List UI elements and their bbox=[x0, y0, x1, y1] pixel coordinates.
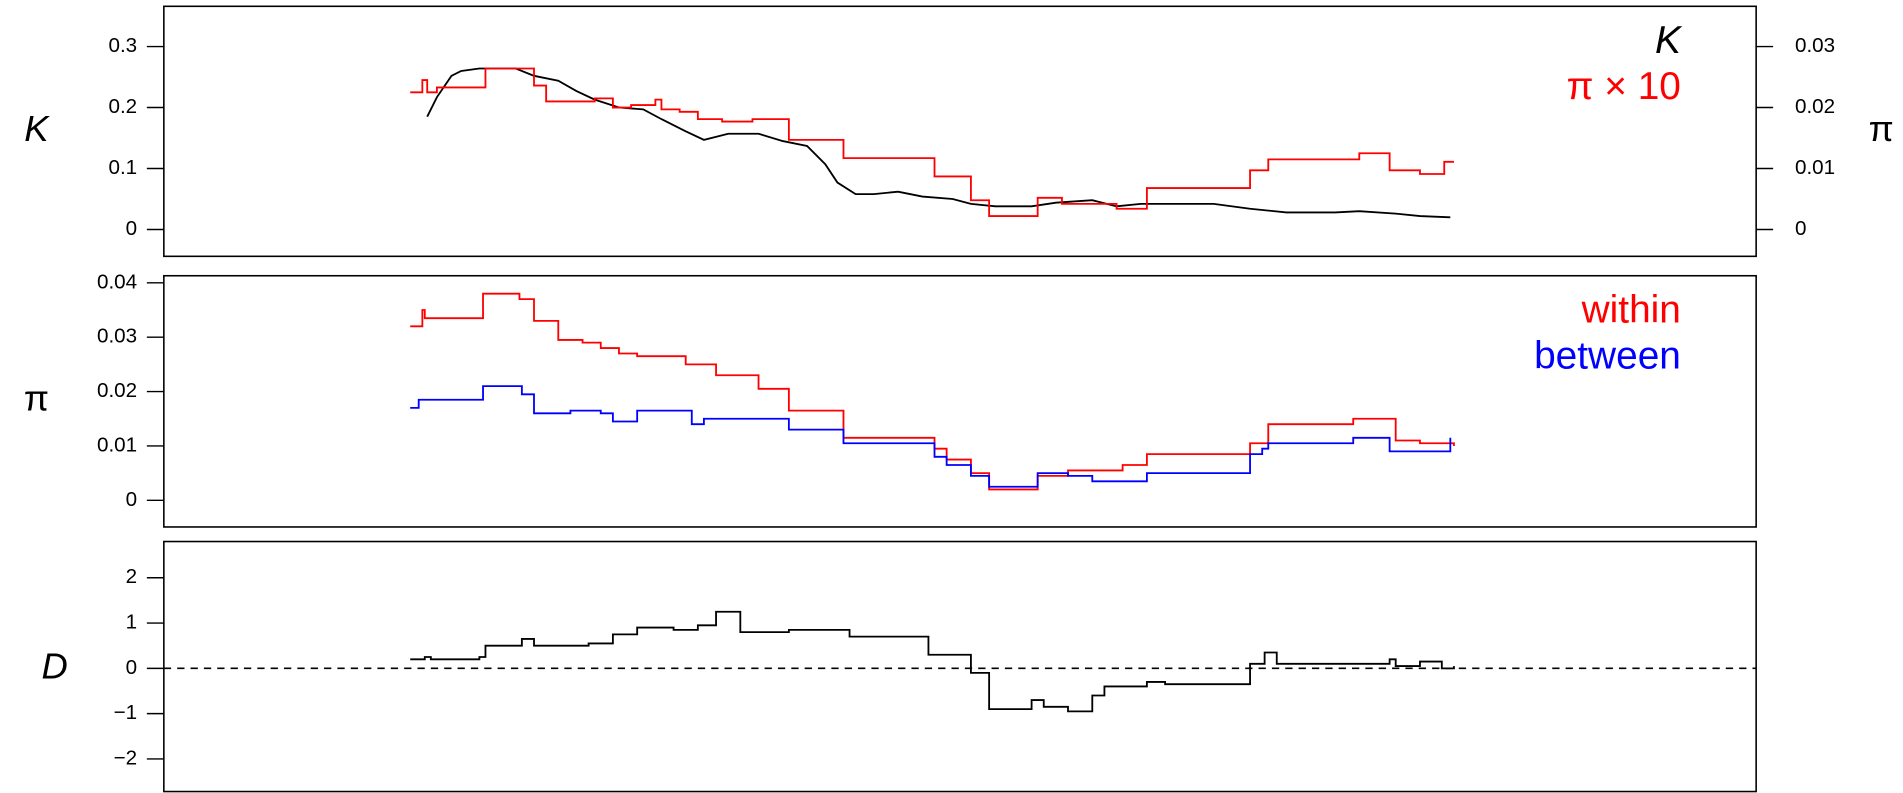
tick-label: 0.02 bbox=[97, 379, 137, 402]
tick-label: −2 bbox=[114, 746, 138, 769]
tick-label: −1 bbox=[114, 701, 138, 724]
y2-axis-label: π bbox=[1869, 108, 1894, 149]
tick-label: 0.03 bbox=[97, 325, 137, 348]
tick-label: 0.01 bbox=[1795, 156, 1835, 179]
y-axis-label: K bbox=[24, 108, 50, 149]
data-line bbox=[410, 292, 1455, 491]
y-axis-label: π bbox=[24, 377, 49, 418]
tick-label: 0.04 bbox=[97, 270, 137, 293]
tick-label: 0.2 bbox=[108, 95, 137, 118]
data-line bbox=[410, 610, 1455, 713]
tick-label: 0.1 bbox=[108, 156, 137, 179]
tick-label: 0.01 bbox=[97, 433, 137, 456]
tick-label: 0 bbox=[126, 656, 137, 679]
tick-label: 0 bbox=[126, 217, 137, 240]
legend-entry: K bbox=[1655, 19, 1683, 62]
legend-entry: within bbox=[1581, 288, 1681, 331]
data-line bbox=[410, 385, 1452, 488]
panel-frame bbox=[163, 540, 1757, 793]
legend-entry: π × 10 bbox=[1567, 65, 1681, 108]
y-axis-label: D bbox=[41, 646, 67, 687]
tick-label: 1 bbox=[126, 611, 137, 634]
data-line bbox=[410, 67, 1454, 217]
tick-label: 2 bbox=[126, 565, 137, 588]
panel-frame bbox=[163, 274, 1757, 528]
tick-label: 0 bbox=[1795, 217, 1806, 240]
legend-entry: between bbox=[1534, 335, 1681, 378]
tick-label: 0 bbox=[126, 488, 137, 511]
tick-label: 0.03 bbox=[1795, 34, 1835, 57]
tick-label: 0.3 bbox=[108, 34, 137, 57]
panel-frame bbox=[163, 5, 1757, 258]
tick-label: 0.02 bbox=[1795, 95, 1835, 118]
data-line bbox=[426, 67, 1451, 219]
